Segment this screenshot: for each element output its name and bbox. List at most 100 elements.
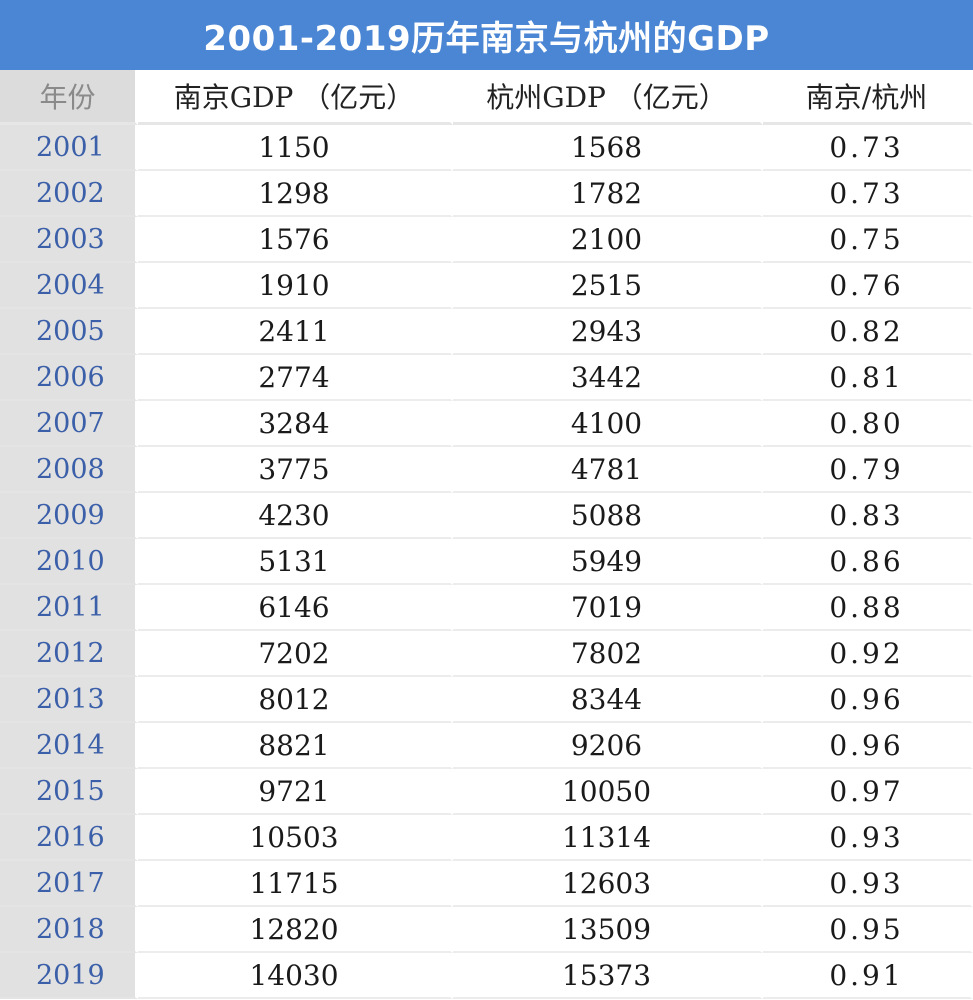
table-row: 2012 7202 7802 0.92 <box>0 631 973 677</box>
cell-hangzhou-gdp: 11314 <box>453 815 763 861</box>
cell-hangzhou-gdp: 3442 <box>453 355 763 401</box>
cell-nanjing-gdp: 1910 <box>138 263 453 309</box>
cell-nanjing-gdp: 11715 <box>138 861 453 907</box>
cell-hangzhou-gdp: 10050 <box>453 769 763 815</box>
cell-ratio: 0.73 <box>763 171 973 217</box>
cell-nanjing-gdp: 12820 <box>138 907 453 953</box>
table-row: 2008 3775 4781 0.79 <box>0 447 973 493</box>
cell-ratio: 0.95 <box>763 907 973 953</box>
cell-year: 2017 <box>0 861 138 907</box>
cell-ratio: 0.80 <box>763 401 973 447</box>
cell-ratio: 0.73 <box>763 125 973 171</box>
cell-hangzhou-gdp: 13509 <box>453 907 763 953</box>
table-row: 2013 8012 8344 0.96 <box>0 677 973 723</box>
cell-year: 2007 <box>0 401 138 447</box>
cell-year: 2003 <box>0 217 138 263</box>
table-title: 2001-2019历年南京与杭州的GDP <box>0 0 973 70</box>
cell-nanjing-gdp: 1576 <box>138 217 453 263</box>
table-row: 2019 14030 15373 0.91 <box>0 953 973 999</box>
cell-ratio: 0.79 <box>763 447 973 493</box>
cell-hangzhou-gdp: 7802 <box>453 631 763 677</box>
cell-hangzhou-gdp: 7019 <box>453 585 763 631</box>
cell-year: 2016 <box>0 815 138 861</box>
cell-nanjing-gdp: 10503 <box>138 815 453 861</box>
cell-year: 2014 <box>0 723 138 769</box>
cell-nanjing-gdp: 3775 <box>138 447 453 493</box>
cell-nanjing-gdp: 2411 <box>138 309 453 355</box>
table-row: 2011 6146 7019 0.88 <box>0 585 973 631</box>
cell-year: 2011 <box>0 585 138 631</box>
cell-ratio: 0.93 <box>763 861 973 907</box>
cell-hangzhou-gdp: 5949 <box>453 539 763 585</box>
cell-hangzhou-gdp: 2943 <box>453 309 763 355</box>
cell-ratio: 0.76 <box>763 263 973 309</box>
column-header-nanjing-gdp: 南京GDP （亿元） <box>138 70 453 125</box>
cell-ratio: 0.82 <box>763 309 973 355</box>
cell-ratio: 0.96 <box>763 677 973 723</box>
cell-ratio: 0.96 <box>763 723 973 769</box>
cell-nanjing-gdp: 8012 <box>138 677 453 723</box>
table-row: 2015 9721 10050 0.97 <box>0 769 973 815</box>
cell-nanjing-gdp: 3284 <box>138 401 453 447</box>
cell-year: 2012 <box>0 631 138 677</box>
cell-nanjing-gdp: 7202 <box>138 631 453 677</box>
cell-hangzhou-gdp: 4100 <box>453 401 763 447</box>
table-row: 2003 1576 2100 0.75 <box>0 217 973 263</box>
table-body: 2001 1150 1568 0.73 2002 1298 1782 0.73 2003 1576… <box>0 125 973 999</box>
cell-ratio: 0.81 <box>763 355 973 401</box>
cell-year: 2015 <box>0 769 138 815</box>
table-row: 2002 1298 1782 0.73 <box>0 171 973 217</box>
cell-year: 2005 <box>0 309 138 355</box>
cell-hangzhou-gdp: 9206 <box>453 723 763 769</box>
table-row: 2016 10503 11314 0.93 <box>0 815 973 861</box>
table-row: 2004 1910 2515 0.76 <box>0 263 973 309</box>
cell-nanjing-gdp: 5131 <box>138 539 453 585</box>
header-row: 年份 南京GDP （亿元） 杭州GDP （亿元） 南京/杭州 <box>0 70 973 125</box>
cell-year: 2010 <box>0 539 138 585</box>
cell-year: 2009 <box>0 493 138 539</box>
cell-year: 2008 <box>0 447 138 493</box>
cell-nanjing-gdp: 9721 <box>138 769 453 815</box>
cell-hangzhou-gdp: 2515 <box>453 263 763 309</box>
cell-year: 2004 <box>0 263 138 309</box>
cell-hangzhou-gdp: 1568 <box>453 125 763 171</box>
gdp-table: 年份 南京GDP （亿元） 杭州GDP （亿元） 南京/杭州 2001 1150 1… <box>0 70 973 999</box>
cell-ratio: 0.91 <box>763 953 973 999</box>
table-row: 2001 1150 1568 0.73 <box>0 125 973 171</box>
table-row: 2005 2411 2943 0.82 <box>0 309 973 355</box>
cell-nanjing-gdp: 4230 <box>138 493 453 539</box>
cell-hangzhou-gdp: 5088 <box>453 493 763 539</box>
cell-year: 2006 <box>0 355 138 401</box>
cell-ratio: 0.88 <box>763 585 973 631</box>
column-header-hangzhou-gdp: 杭州GDP （亿元） <box>453 70 763 125</box>
cell-nanjing-gdp: 1298 <box>138 171 453 217</box>
table-row: 2017 11715 12603 0.93 <box>0 861 973 907</box>
cell-ratio: 0.93 <box>763 815 973 861</box>
cell-year: 2002 <box>0 171 138 217</box>
column-header-year: 年份 <box>0 70 138 125</box>
cell-hangzhou-gdp: 8344 <box>453 677 763 723</box>
table-row: 2009 4230 5088 0.83 <box>0 493 973 539</box>
table-row: 2014 8821 9206 0.96 <box>0 723 973 769</box>
cell-hangzhou-gdp: 1782 <box>453 171 763 217</box>
cell-nanjing-gdp: 14030 <box>138 953 453 999</box>
cell-ratio: 0.97 <box>763 769 973 815</box>
table-row: 2010 5131 5949 0.86 <box>0 539 973 585</box>
column-header-ratio: 南京/杭州 <box>763 70 973 125</box>
cell-ratio: 0.75 <box>763 217 973 263</box>
cell-hangzhou-gdp: 15373 <box>453 953 763 999</box>
cell-year: 2001 <box>0 125 138 171</box>
cell-hangzhou-gdp: 12603 <box>453 861 763 907</box>
cell-nanjing-gdp: 2774 <box>138 355 453 401</box>
cell-year: 2013 <box>0 677 138 723</box>
cell-ratio: 0.83 <box>763 493 973 539</box>
cell-ratio: 0.86 <box>763 539 973 585</box>
cell-year: 2018 <box>0 907 138 953</box>
cell-hangzhou-gdp: 2100 <box>453 217 763 263</box>
cell-nanjing-gdp: 1150 <box>138 125 453 171</box>
cell-nanjing-gdp: 6146 <box>138 585 453 631</box>
cell-hangzhou-gdp: 4781 <box>453 447 763 493</box>
table-row: 2006 2774 3442 0.81 <box>0 355 973 401</box>
table-row: 2007 3284 4100 0.80 <box>0 401 973 447</box>
table-row: 2018 12820 13509 0.95 <box>0 907 973 953</box>
